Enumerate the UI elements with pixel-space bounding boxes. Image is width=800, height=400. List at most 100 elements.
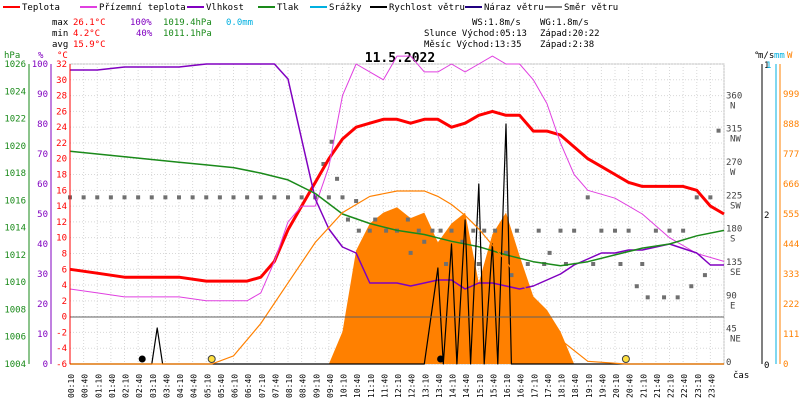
wind-direction-mark	[558, 228, 563, 233]
time-tick-label: 01:40	[108, 374, 117, 398]
time-tick-label: 17:40	[544, 374, 553, 398]
time-tick-label: 13:10	[421, 374, 430, 398]
w-tick-label: 999	[783, 90, 799, 100]
wind-direction-mark	[444, 262, 449, 266]
stats-min-press: 1011.1hPa	[163, 29, 212, 39]
c-tick-label: 16	[56, 186, 67, 196]
wind-direction-mark	[217, 195, 222, 200]
wind-direction-layer	[68, 128, 721, 300]
wind-direction-mark	[702, 273, 707, 278]
time-tick-label: 01:10	[94, 374, 103, 398]
wind-direction-mark	[329, 139, 334, 144]
time-tick-label: 15:10	[476, 374, 485, 398]
c-tick-label: 2	[62, 297, 67, 307]
c-tick-label: 10	[56, 234, 67, 244]
w-tick-label: 111	[783, 330, 799, 340]
stats-max-temp: 26.1°C	[73, 18, 106, 28]
wind-direction-mark	[675, 295, 680, 300]
wind-direction-mark	[572, 228, 577, 233]
wind-direction-mark	[525, 262, 530, 266]
wind-direction-mark	[599, 228, 604, 233]
axis-unit-deg: °	[754, 51, 759, 61]
degree-tick-label: 270	[726, 158, 742, 168]
w-tick-label: 888	[783, 120, 799, 130]
c-tick-label: 12	[56, 218, 67, 228]
c-tick-label: 32	[56, 60, 67, 70]
w-tick-label: 222	[783, 300, 799, 310]
wind-direction-mark	[108, 195, 113, 200]
moonset-info: Západ:2:38	[540, 40, 594, 50]
time-tick-label: 02:10	[122, 374, 131, 398]
wind-direction-mark	[163, 195, 168, 200]
time-tick-label: 12:40	[408, 374, 417, 398]
time-tick-label: 21:10	[639, 374, 648, 398]
wind-direction-mark	[422, 239, 427, 244]
wind-direction-mark	[122, 195, 127, 200]
hpa-tick-label: 1024	[4, 87, 26, 97]
hpa-tick-label: 1016	[4, 196, 26, 206]
ms-tick-label: 0	[764, 361, 769, 371]
c-tick-label: -6	[56, 360, 67, 370]
degree-tick-label: 225	[726, 191, 742, 201]
mm-tick-label: 1	[766, 61, 771, 71]
wind-direction-mark	[613, 228, 617, 233]
hpa-tick-label: 1020	[4, 142, 26, 152]
wind-direction-mark	[634, 284, 639, 289]
pct-tick-label: 90	[37, 90, 48, 100]
time-tick-label: 00:40	[81, 374, 90, 398]
moonrise-marker	[437, 355, 445, 363]
legend-naraz-vetru: Náraz větru	[484, 3, 544, 13]
c-tick-label: -2	[56, 328, 67, 338]
direction-tick-label: NW	[730, 135, 741, 145]
sun-moon-info: WS:1.8m/s WG:1.8m/s Slunce Východ:05:13 …	[424, 18, 600, 50]
stats-avg-label: avg	[52, 40, 68, 50]
time-tick-label: 05:10	[203, 374, 212, 398]
wind-direction-mark	[547, 250, 552, 255]
wind-direction-mark	[591, 262, 596, 266]
w-tick-label: 777	[783, 150, 799, 160]
time-tick-label: 12:10	[394, 374, 403, 398]
wind-speed-info: WS:1.8m/s	[472, 18, 521, 28]
wind-direction-mark	[460, 239, 465, 244]
wind-direction-mark	[299, 195, 304, 200]
hpa-tick-label: 1018	[4, 169, 26, 179]
wind-direction-mark	[662, 295, 667, 300]
time-tick-label: 08:10	[285, 374, 294, 398]
time-tick-label: 00:10	[67, 374, 76, 398]
moonrise-info: Měsíc Východ:13:35	[424, 40, 522, 50]
time-tick-label: 19:40	[598, 374, 607, 398]
wind-direction-mark	[482, 228, 487, 233]
legend-smer-vetru: Směr větru	[564, 3, 618, 13]
pct-tick-label: 60	[37, 180, 48, 190]
plot-area	[68, 55, 725, 365]
w-tick-label: 666	[783, 180, 799, 190]
wind-direction-mark	[367, 228, 372, 233]
c-tick-label: 6	[62, 265, 67, 275]
wind-direction-mark	[689, 284, 694, 289]
c-tick-label: 28	[56, 92, 67, 102]
direction-tick-label: N	[730, 101, 735, 111]
c-tick-label: 18	[56, 171, 67, 181]
hpa-tick-label: 1006	[4, 333, 26, 343]
stats-min-temp: 4.2°C	[73, 29, 100, 39]
wind-direction-mark	[354, 199, 359, 204]
wind-direction-mark	[563, 262, 568, 266]
series-line	[69, 109, 725, 283]
c-tick-label: 26	[56, 107, 67, 117]
time-tick-label: 23:10	[694, 374, 703, 398]
wind-direction-mark	[258, 195, 263, 200]
direction-tick-label: E	[730, 301, 735, 311]
wind-direction-mark	[430, 228, 435, 233]
legend-prizemni-teplota: Přízemní teplota	[99, 3, 186, 13]
wind-direction-mark	[536, 228, 541, 233]
time-tick-label: 09:10	[312, 374, 321, 398]
time-tick-label: 02:40	[135, 374, 144, 398]
wind-direction-mark	[514, 228, 519, 233]
pct-tick-label: 30	[37, 270, 48, 280]
stats-max-label: max	[52, 18, 69, 28]
pct-tick-label: 10	[37, 330, 48, 340]
series-line	[69, 150, 725, 267]
